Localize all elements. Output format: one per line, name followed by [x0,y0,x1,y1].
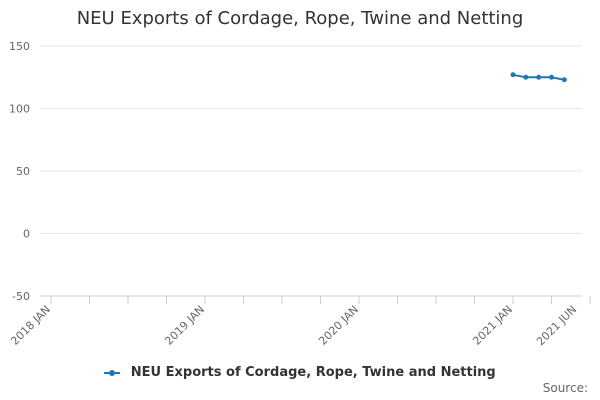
y-tick-label-0: 150 [9,40,30,53]
data-point-0-1[interactable] [523,74,529,80]
legend[interactable]: NEU Exports of Cordage, Rope, Twine and … [0,365,600,380]
source-label: Source: [542,381,588,395]
x-tick-label-3: 2021 JAN [470,303,515,348]
y-tick-label-4: -50 [12,290,30,303]
data-series [510,72,567,83]
grid-lines [40,45,582,297]
data-point-0-2[interactable] [536,74,542,80]
y-tick-label-2: 50 [16,165,30,178]
y-tick-label-1: 100 [9,103,30,116]
x-tick-label-1: 2019 JAN [162,303,207,348]
data-point-0-4[interactable] [561,77,567,83]
legend-series-label: NEU Exports of Cordage, Rope, Twine and … [130,365,496,380]
chart-title: NEU Exports of Cordage, Rope, Twine and … [76,8,524,29]
y-tick-label-3: 0 [23,228,30,241]
data-point-0-0[interactable] [510,72,516,78]
x-tick-label-4: 2021 JUN [534,303,579,348]
legend-series-icon [104,368,121,378]
x-tick-label-0: 2018 JAN [8,303,53,348]
data-point-0-3[interactable] [549,74,554,80]
x-tick-label-2: 2020 JAN [316,303,361,348]
